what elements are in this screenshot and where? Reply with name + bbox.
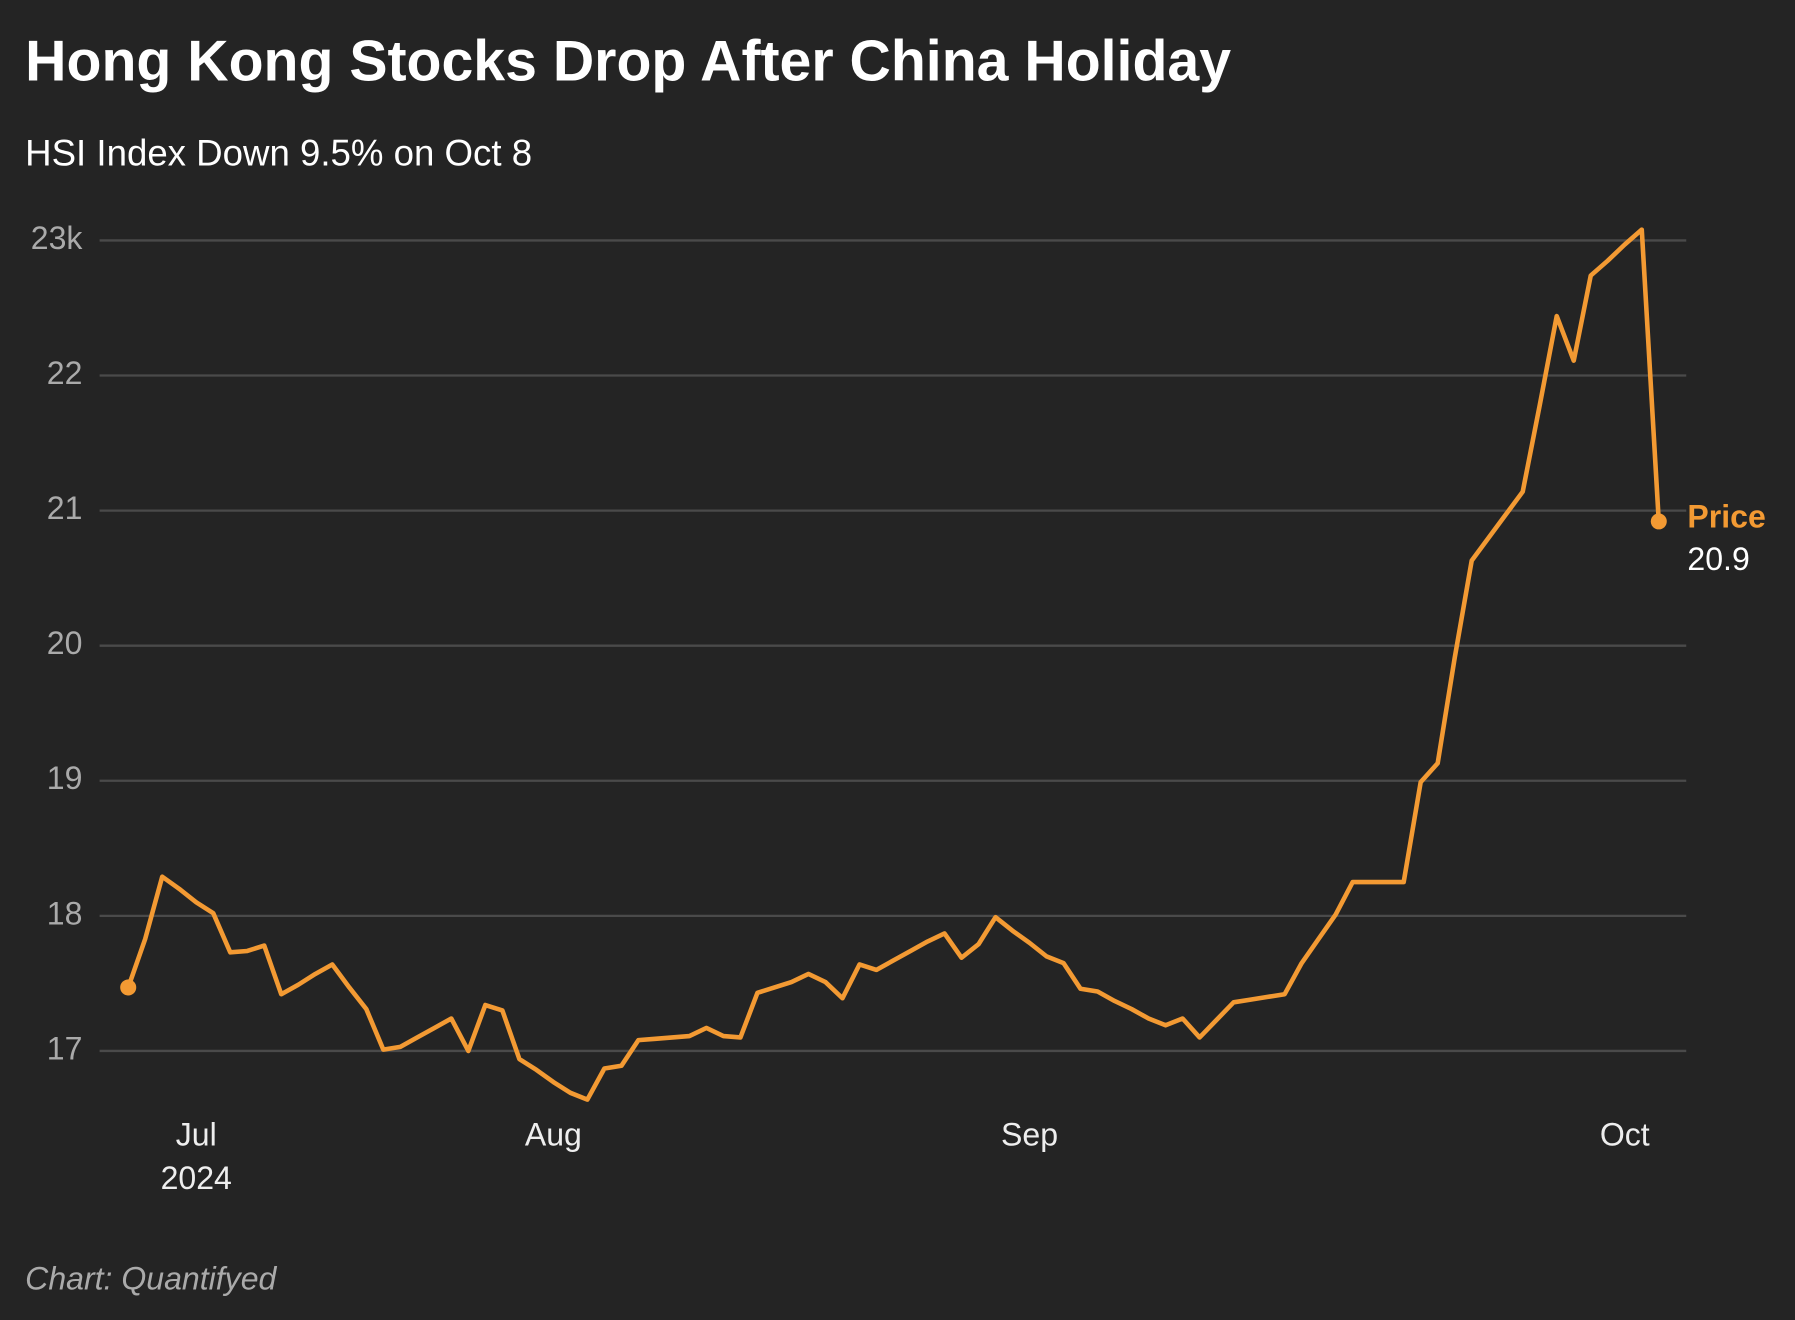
x-tick-label: Sep — [1001, 1116, 1058, 1152]
chart-subtitle: HSI Index Down 9.5% on Oct 8 — [25, 132, 532, 173]
series-label: Price — [1687, 499, 1765, 535]
x-tick-label: Aug — [525, 1116, 582, 1152]
end-marker — [1650, 513, 1667, 530]
value-label: 20.9 — [1687, 541, 1749, 577]
source-note: Chart: Quantifyed — [25, 1261, 277, 1297]
end-marker — [120, 979, 137, 996]
x-tick-label: Oct — [1600, 1116, 1650, 1152]
y-tick-label: 17 — [47, 1030, 83, 1066]
y-tick-label: 18 — [47, 895, 83, 931]
y-tick-label: 19 — [47, 760, 83, 796]
y-tick-label: 23k — [31, 220, 84, 256]
y-tick-label: 20 — [47, 625, 83, 661]
chart-title: Hong Kong Stocks Drop After China Holida… — [25, 29, 1231, 93]
x-year-label: 2024 — [161, 1160, 232, 1196]
y-tick-label: 22 — [47, 355, 83, 391]
x-tick-label: Jul — [176, 1116, 217, 1152]
y-tick-label: 21 — [47, 490, 83, 526]
price-line — [126, 227, 1662, 1102]
